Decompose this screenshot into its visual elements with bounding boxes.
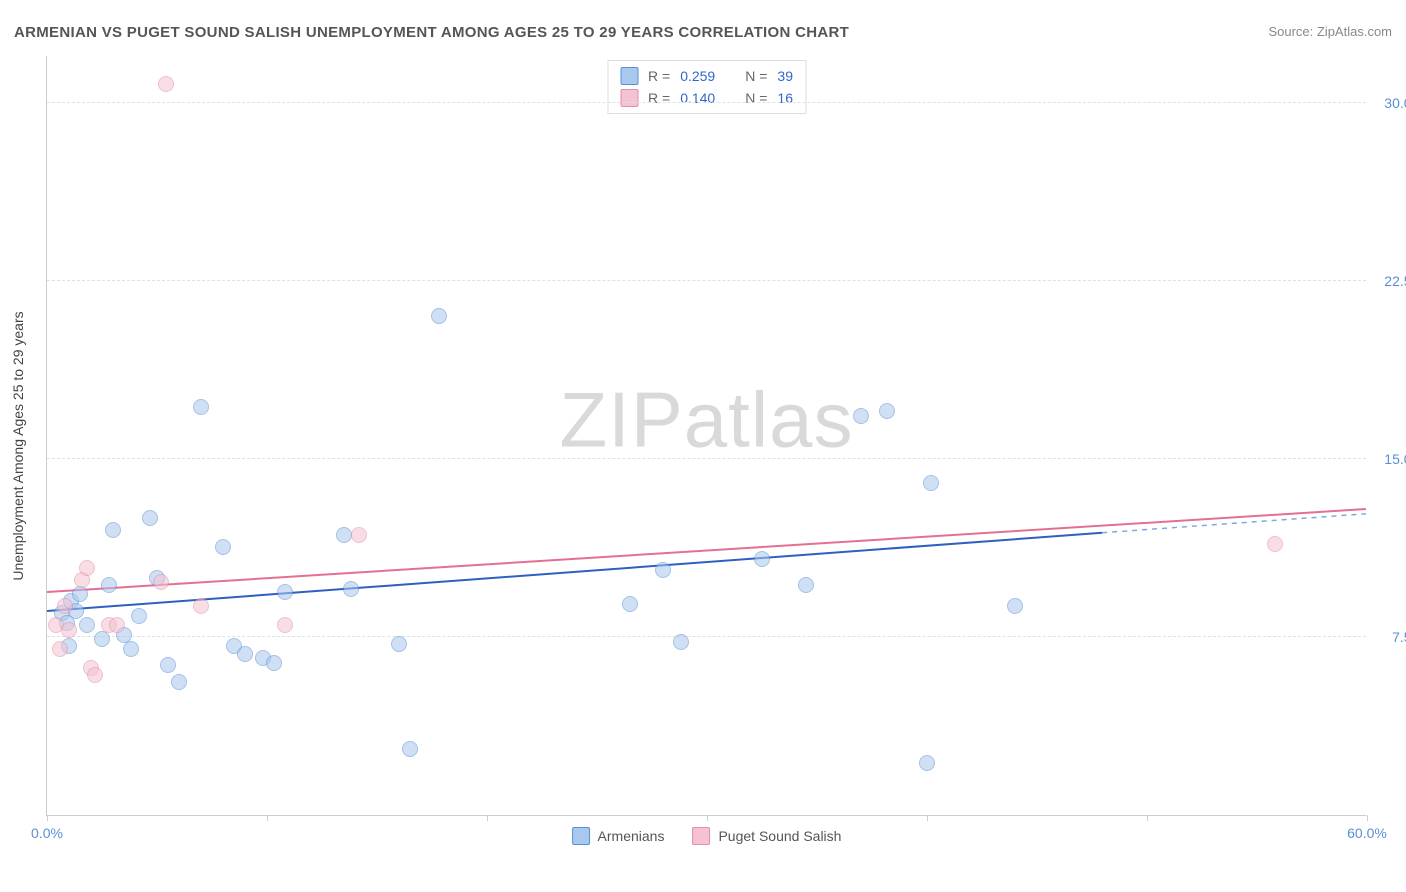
gridline <box>47 280 1366 281</box>
scatter-point <box>622 596 638 612</box>
gridline <box>47 458 1366 459</box>
scatter-point <box>171 674 187 690</box>
x-tick <box>267 815 268 821</box>
legend-swatch <box>692 827 710 845</box>
scatter-point <box>87 667 103 683</box>
watermark-zip: ZIP <box>559 376 683 464</box>
stat-r-value: 0.259 <box>680 68 715 84</box>
y-tick-label: 15.0% <box>1384 451 1406 467</box>
scatter-point <box>673 634 689 650</box>
scatter-point <box>79 617 95 633</box>
stat-n-prefix: N = <box>745 68 767 84</box>
legend-label: Puget Sound Salish <box>718 828 841 844</box>
watermark: ZIPatlas <box>559 375 853 466</box>
x-tick <box>47 815 48 821</box>
gridline <box>47 102 1366 103</box>
stat-r-value: 0.140 <box>680 90 715 106</box>
scatter-point <box>655 562 671 578</box>
legend-swatch <box>572 827 590 845</box>
scatter-point <box>431 308 447 324</box>
y-tick-label: 30.0% <box>1384 95 1406 111</box>
scatter-point <box>193 399 209 415</box>
legend-label: Armenians <box>598 828 665 844</box>
scatter-point <box>754 551 770 567</box>
y-tick-label: 7.5% <box>1392 629 1406 645</box>
x-tick <box>1367 815 1368 821</box>
scatter-point <box>61 622 77 638</box>
gridline <box>47 636 1366 637</box>
scatter-point <box>101 577 117 593</box>
scatter-point <box>57 598 73 614</box>
scatter-point <box>343 581 359 597</box>
scatter-point <box>123 641 139 657</box>
watermark-atlas: atlas <box>684 376 854 464</box>
scatter-point <box>336 527 352 543</box>
scatter-point <box>105 522 121 538</box>
scatter-point <box>52 641 68 657</box>
scatter-point <box>153 574 169 590</box>
scatter-point <box>1007 598 1023 614</box>
legend-item: Puget Sound Salish <box>692 827 841 845</box>
scatter-point <box>131 608 147 624</box>
scatter-point <box>158 76 174 92</box>
legend-swatch <box>620 89 638 107</box>
scatter-point <box>215 539 231 555</box>
x-tick <box>1147 815 1148 821</box>
stat-n-prefix: N = <box>745 90 767 106</box>
stat-legend-row: R = 0.259 N = 39 <box>620 65 793 87</box>
stat-legend: R = 0.259 N = 39 R = 0.140 N = 16 <box>607 60 806 114</box>
scatter-point <box>391 636 407 652</box>
x-tick <box>487 815 488 821</box>
source-label: Source: ZipAtlas.com <box>1268 24 1392 39</box>
stat-n-value: 39 <box>777 68 793 84</box>
stat-n-value: 16 <box>777 90 793 106</box>
scatter-point <box>79 560 95 576</box>
x-tick <box>927 815 928 821</box>
scatter-point <box>266 655 282 671</box>
x-tick-label: 0.0% <box>31 825 63 841</box>
stat-legend-row: R = 0.140 N = 16 <box>620 87 793 109</box>
scatter-point <box>798 577 814 593</box>
stat-r-prefix: R = <box>648 90 670 106</box>
scatter-point <box>879 403 895 419</box>
scatter-point <box>94 631 110 647</box>
x-tick <box>707 815 708 821</box>
scatter-point <box>1267 536 1283 552</box>
legend-swatch <box>620 67 638 85</box>
scatter-point <box>72 586 88 602</box>
trend-lines <box>47 56 1366 815</box>
scatter-point <box>402 741 418 757</box>
scatter-point <box>853 408 869 424</box>
scatter-point <box>923 475 939 491</box>
scatter-point <box>160 657 176 673</box>
y-axis-title: Unemployment Among Ages 25 to 29 years <box>10 311 26 580</box>
scatter-point <box>351 527 367 543</box>
scatter-point <box>277 617 293 633</box>
series-legend: Armenians Puget Sound Salish <box>572 827 842 845</box>
scatter-point <box>277 584 293 600</box>
y-tick-label: 22.5% <box>1384 273 1406 289</box>
chart-title: ARMENIAN VS PUGET SOUND SALISH UNEMPLOYM… <box>14 24 849 41</box>
scatter-point <box>193 598 209 614</box>
legend-item: Armenians <box>572 827 665 845</box>
scatter-point <box>142 510 158 526</box>
x-tick-label: 60.0% <box>1347 825 1387 841</box>
plot-area: ZIPatlas R =0.259N =39R =0.140N =16 Arme… <box>46 56 1366 816</box>
scatter-point <box>919 755 935 771</box>
scatter-point <box>109 617 125 633</box>
stat-r-prefix: R = <box>648 68 670 84</box>
scatter-point <box>237 646 253 662</box>
